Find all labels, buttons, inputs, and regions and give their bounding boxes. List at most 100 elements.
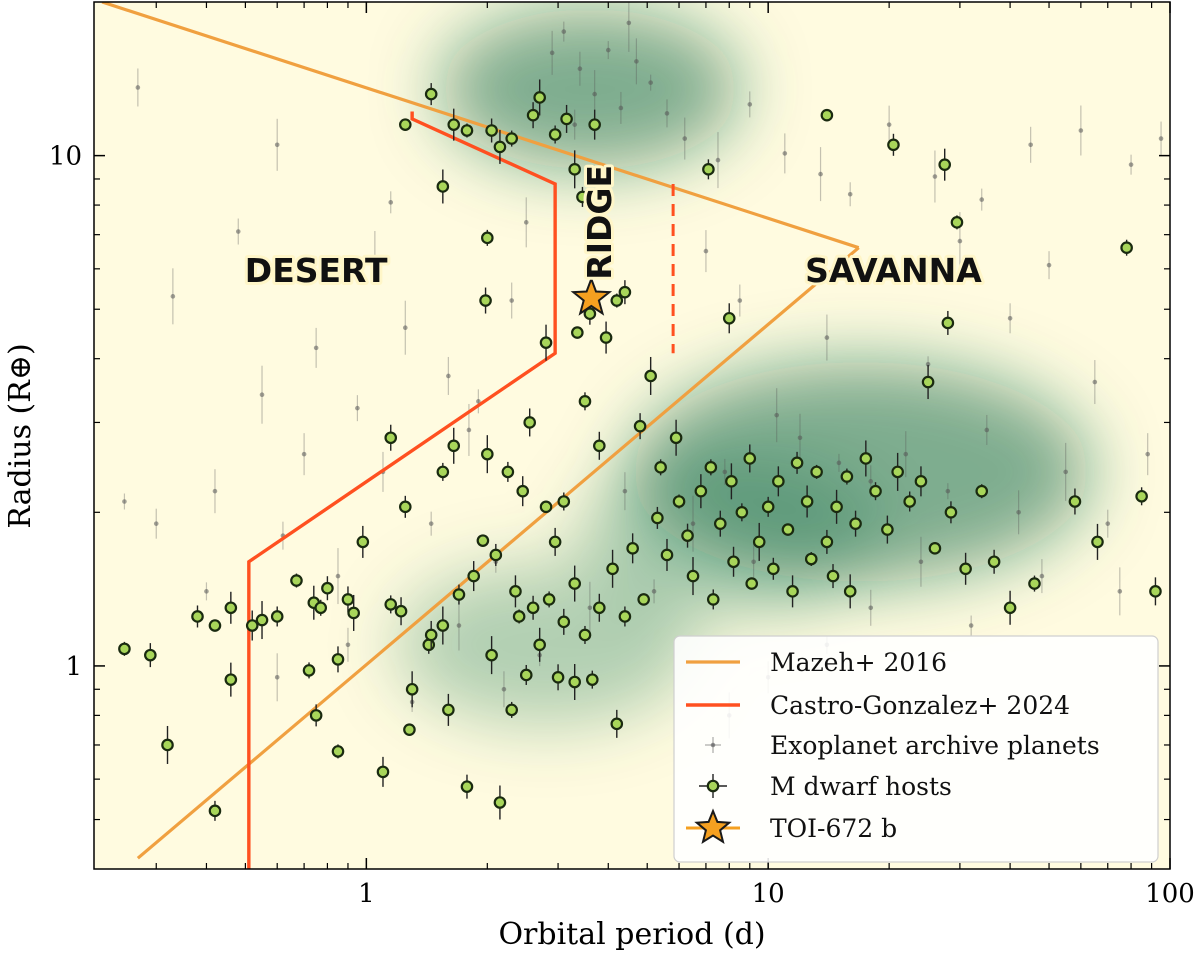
legend-label: TOI-672 b [770, 814, 897, 843]
archive-point [1117, 567, 1123, 616]
m-dwarf-point [859, 440, 873, 477]
m-dwarf-point [618, 280, 632, 305]
archive-point [204, 582, 209, 601]
m-dwarf-point [356, 525, 370, 558]
m-dwarf-point [593, 431, 606, 460]
m-dwarf-point [743, 444, 757, 473]
m-dwarf-point [476, 534, 490, 547]
m-dwarf-point [588, 109, 601, 140]
m-dwarf-point [840, 468, 854, 485]
m-dwarf-point [505, 130, 519, 147]
x-tick-label: 100 [1145, 879, 1195, 909]
m-dwarf-point [820, 529, 834, 554]
archive-point [618, 91, 624, 124]
m-dwarf-point [481, 229, 494, 246]
m-dwarf-point [394, 597, 408, 626]
m-dwarf-point [669, 419, 683, 456]
plot-area: DESERT RIDGE SAVANNA [101, 2, 1164, 869]
legend-label: Castro-Gonzalez+ 2024 [770, 691, 1070, 720]
density-cluster [396, 564, 697, 725]
archive-point [682, 117, 688, 160]
m-dwarf-point [548, 125, 562, 144]
m-dwarf-point [576, 186, 589, 207]
archive-point [274, 653, 280, 702]
m-dwarf-point [745, 577, 759, 590]
archive-point [1128, 154, 1134, 175]
x-tick-label: 10 [752, 879, 785, 909]
archive-point [501, 671, 507, 708]
archive-point [984, 414, 990, 445]
m-dwarf-point [424, 83, 438, 106]
density-cluster [579, 455, 880, 616]
archive-point [587, 581, 593, 634]
archive-point [664, 99, 670, 128]
archive-point [388, 191, 394, 214]
m-dwarf-point [881, 515, 894, 544]
archive-point [918, 536, 924, 587]
axis-ticks: 1 10 100 1 10 [49, 2, 1195, 909]
archive-point [313, 327, 319, 368]
m-dwarf-point [654, 459, 667, 476]
m-dwarf-point [533, 79, 546, 116]
m-dwarf-point [424, 620, 438, 649]
m-dwarf-point [702, 159, 715, 180]
archive-point [1078, 105, 1084, 156]
m-dwarf-point [593, 593, 606, 622]
archive-point [476, 389, 481, 414]
m-dwarf-point [270, 606, 284, 627]
m-dwarf-point [467, 561, 481, 592]
archive-point [446, 356, 451, 395]
m-dwarf-point [539, 324, 553, 361]
m-dwarf-point [583, 302, 597, 325]
m-dwarf-point [331, 646, 345, 673]
m-dwarf-point [1135, 487, 1148, 506]
archive-point [715, 132, 721, 189]
legend-item: Exoplanet archive planets [705, 731, 1100, 760]
m-dwarf-point [542, 591, 556, 608]
m-dwarf-point [331, 744, 345, 759]
m-dwarf-point [618, 606, 632, 627]
archive-point [847, 182, 853, 207]
m-dwarf-point [941, 310, 955, 335]
y-tick-label: 1 [65, 652, 82, 682]
m-dwarf-point [722, 303, 736, 334]
density-cluster [439, 9, 740, 170]
m-dwarf-point [849, 510, 862, 537]
m-dwarf-point [568, 664, 582, 701]
m-dwarf-point [557, 492, 571, 511]
archive-point [1028, 126, 1033, 163]
m-dwarf-point [987, 549, 1001, 574]
m-dwarf-point [1120, 239, 1133, 256]
m-dwarf-point [526, 102, 540, 129]
m-dwarf-point [1091, 523, 1104, 560]
m-dwarf-point [526, 595, 540, 620]
m-dwarf-point [493, 785, 507, 820]
legend-item: TOI-672 b [686, 808, 897, 844]
m-dwarf-point [224, 662, 238, 697]
archive-point [170, 268, 176, 325]
m-dwarf-point [681, 523, 694, 548]
m-dwarf-point [224, 591, 238, 624]
m-dwarf-point [314, 599, 328, 616]
m-dwarf-point [1028, 575, 1041, 592]
m-dwarf-point [781, 523, 795, 536]
m-dwarf-point [436, 606, 450, 645]
region-label-desert: DESERT [245, 251, 388, 290]
m-dwarf-point [447, 427, 461, 464]
region-label-ridge: RIDGE [580, 165, 619, 280]
archive-point [402, 300, 408, 355]
archive-point [456, 600, 462, 651]
m-dwarf-point [509, 575, 522, 608]
m-dwarf-point [644, 356, 657, 395]
m-dwarf-point [405, 671, 419, 708]
m-dwarf-point [672, 494, 686, 509]
archive-point [836, 453, 842, 472]
m-dwarf-point [903, 491, 916, 512]
legend-item: Mazeh+ 2016 [686, 648, 947, 677]
m-dwarf-point [800, 485, 814, 518]
m-dwarf-point [735, 503, 749, 522]
archive-point [428, 511, 434, 536]
m-dwarf-point [651, 506, 664, 529]
m-dwarf-point [571, 326, 584, 339]
m-dwarf-point [599, 321, 613, 354]
